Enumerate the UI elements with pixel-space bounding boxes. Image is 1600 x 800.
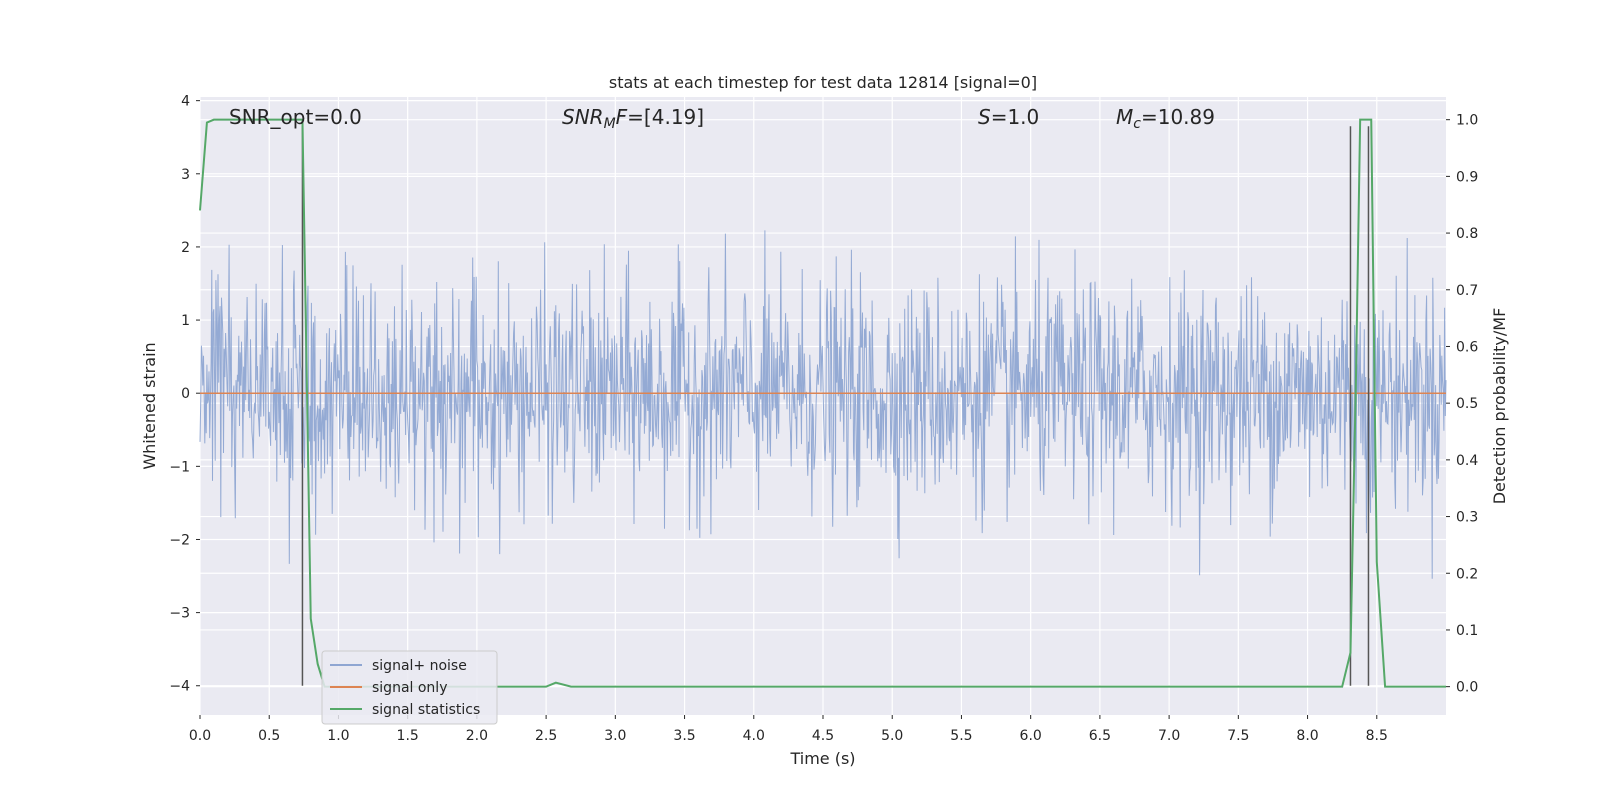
legend-label-signal-statistics: signal statistics	[372, 702, 480, 718]
annotation-snr-opt: SNR_opt=0.0	[229, 105, 362, 129]
annotation-mc: Mc=10.89	[1116, 105, 1215, 132]
legend: signal+ noise signal only signal statist…	[321, 650, 498, 725]
x-tick-label: 6.5	[1089, 728, 1111, 744]
annotation-snr-mf: SNRMF=[4.19]	[562, 105, 704, 132]
x-tick-label: 5.0	[881, 728, 903, 744]
x-tick-label: 7.5	[1227, 728, 1249, 744]
x-tick-label: 2.0	[466, 728, 488, 744]
x-tick-label: 3.5	[673, 728, 695, 744]
vertical-markers	[301, 126, 1370, 686]
y-axis-label-left: Whitened strain	[140, 342, 159, 469]
noise-line	[199, 230, 1447, 579]
y-tick-label: 2	[181, 240, 190, 256]
series-signal-noise	[199, 230, 1447, 579]
x-tick-label: 1.0	[327, 728, 349, 744]
y-right-tick-label: 0.5	[1456, 396, 1478, 412]
chart-title: stats at each timestep for test data 128…	[609, 73, 1037, 92]
y-axis-label-right: Detection probability/MF	[1490, 308, 1509, 505]
x-tick-label: 2.5	[535, 728, 557, 744]
y-right-tick-label: 0.0	[1456, 680, 1478, 696]
legend-box	[321, 650, 498, 725]
x-tick-label: 0.5	[258, 728, 280, 744]
y-tick-label: −4	[169, 679, 190, 695]
series-signal-statistics	[199, 118, 1446, 688]
x-tick-label: 3.0	[604, 728, 626, 744]
x-tick-label: 6.0	[1020, 728, 1042, 744]
legend-label-signal-only: signal only	[372, 680, 447, 696]
y-tick-label: 0	[181, 386, 190, 402]
y-tick-label: 4	[181, 94, 190, 110]
y-right-tick-label: 0.9	[1456, 169, 1478, 185]
x-tick-label: 8.0	[1296, 728, 1318, 744]
legend-label-signal-noise: signal+ noise	[372, 658, 467, 674]
signal-statistics-line	[199, 118, 1446, 688]
y-right-tick-label: 1.0	[1456, 113, 1478, 129]
y-right-tick-label: 0.4	[1456, 453, 1478, 469]
y-tick-label: −3	[169, 606, 190, 622]
y-right-tick-label: 0.7	[1456, 283, 1478, 299]
x-tick-label: 7.0	[1158, 728, 1180, 744]
y-tick-label: −2	[169, 532, 190, 548]
x-tick-label: 1.5	[397, 728, 419, 744]
x-tick-label: 0.0	[189, 728, 211, 744]
y-right-tick-label: 0.3	[1456, 510, 1478, 526]
y-right-tick-label: 0.6	[1456, 339, 1478, 355]
x-axis-label: Time (s)	[789, 749, 855, 768]
y-right-tick-label: 0.2	[1456, 566, 1478, 582]
annotation-s: S=1.0	[978, 105, 1039, 129]
x-tick-label: 4.0	[743, 728, 765, 744]
y-tick-label: −1	[169, 459, 190, 475]
y-tick-label: 3	[181, 167, 190, 183]
y-right-tick-label: 0.8	[1456, 226, 1478, 242]
axes: 0.0 0.5 1.0 1.5 2.0 2.5 3.0 3.5 4.0 4.5 5.0 5.5 6.0 6…	[169, 94, 1478, 744]
x-tick-label: 5.5	[950, 728, 972, 744]
y-right-tick-label: 0.1	[1456, 623, 1478, 639]
x-tick-label: 8.5	[1366, 728, 1388, 744]
x-tick-label: 4.5	[812, 728, 834, 744]
y-tick-label: 1	[181, 313, 190, 329]
